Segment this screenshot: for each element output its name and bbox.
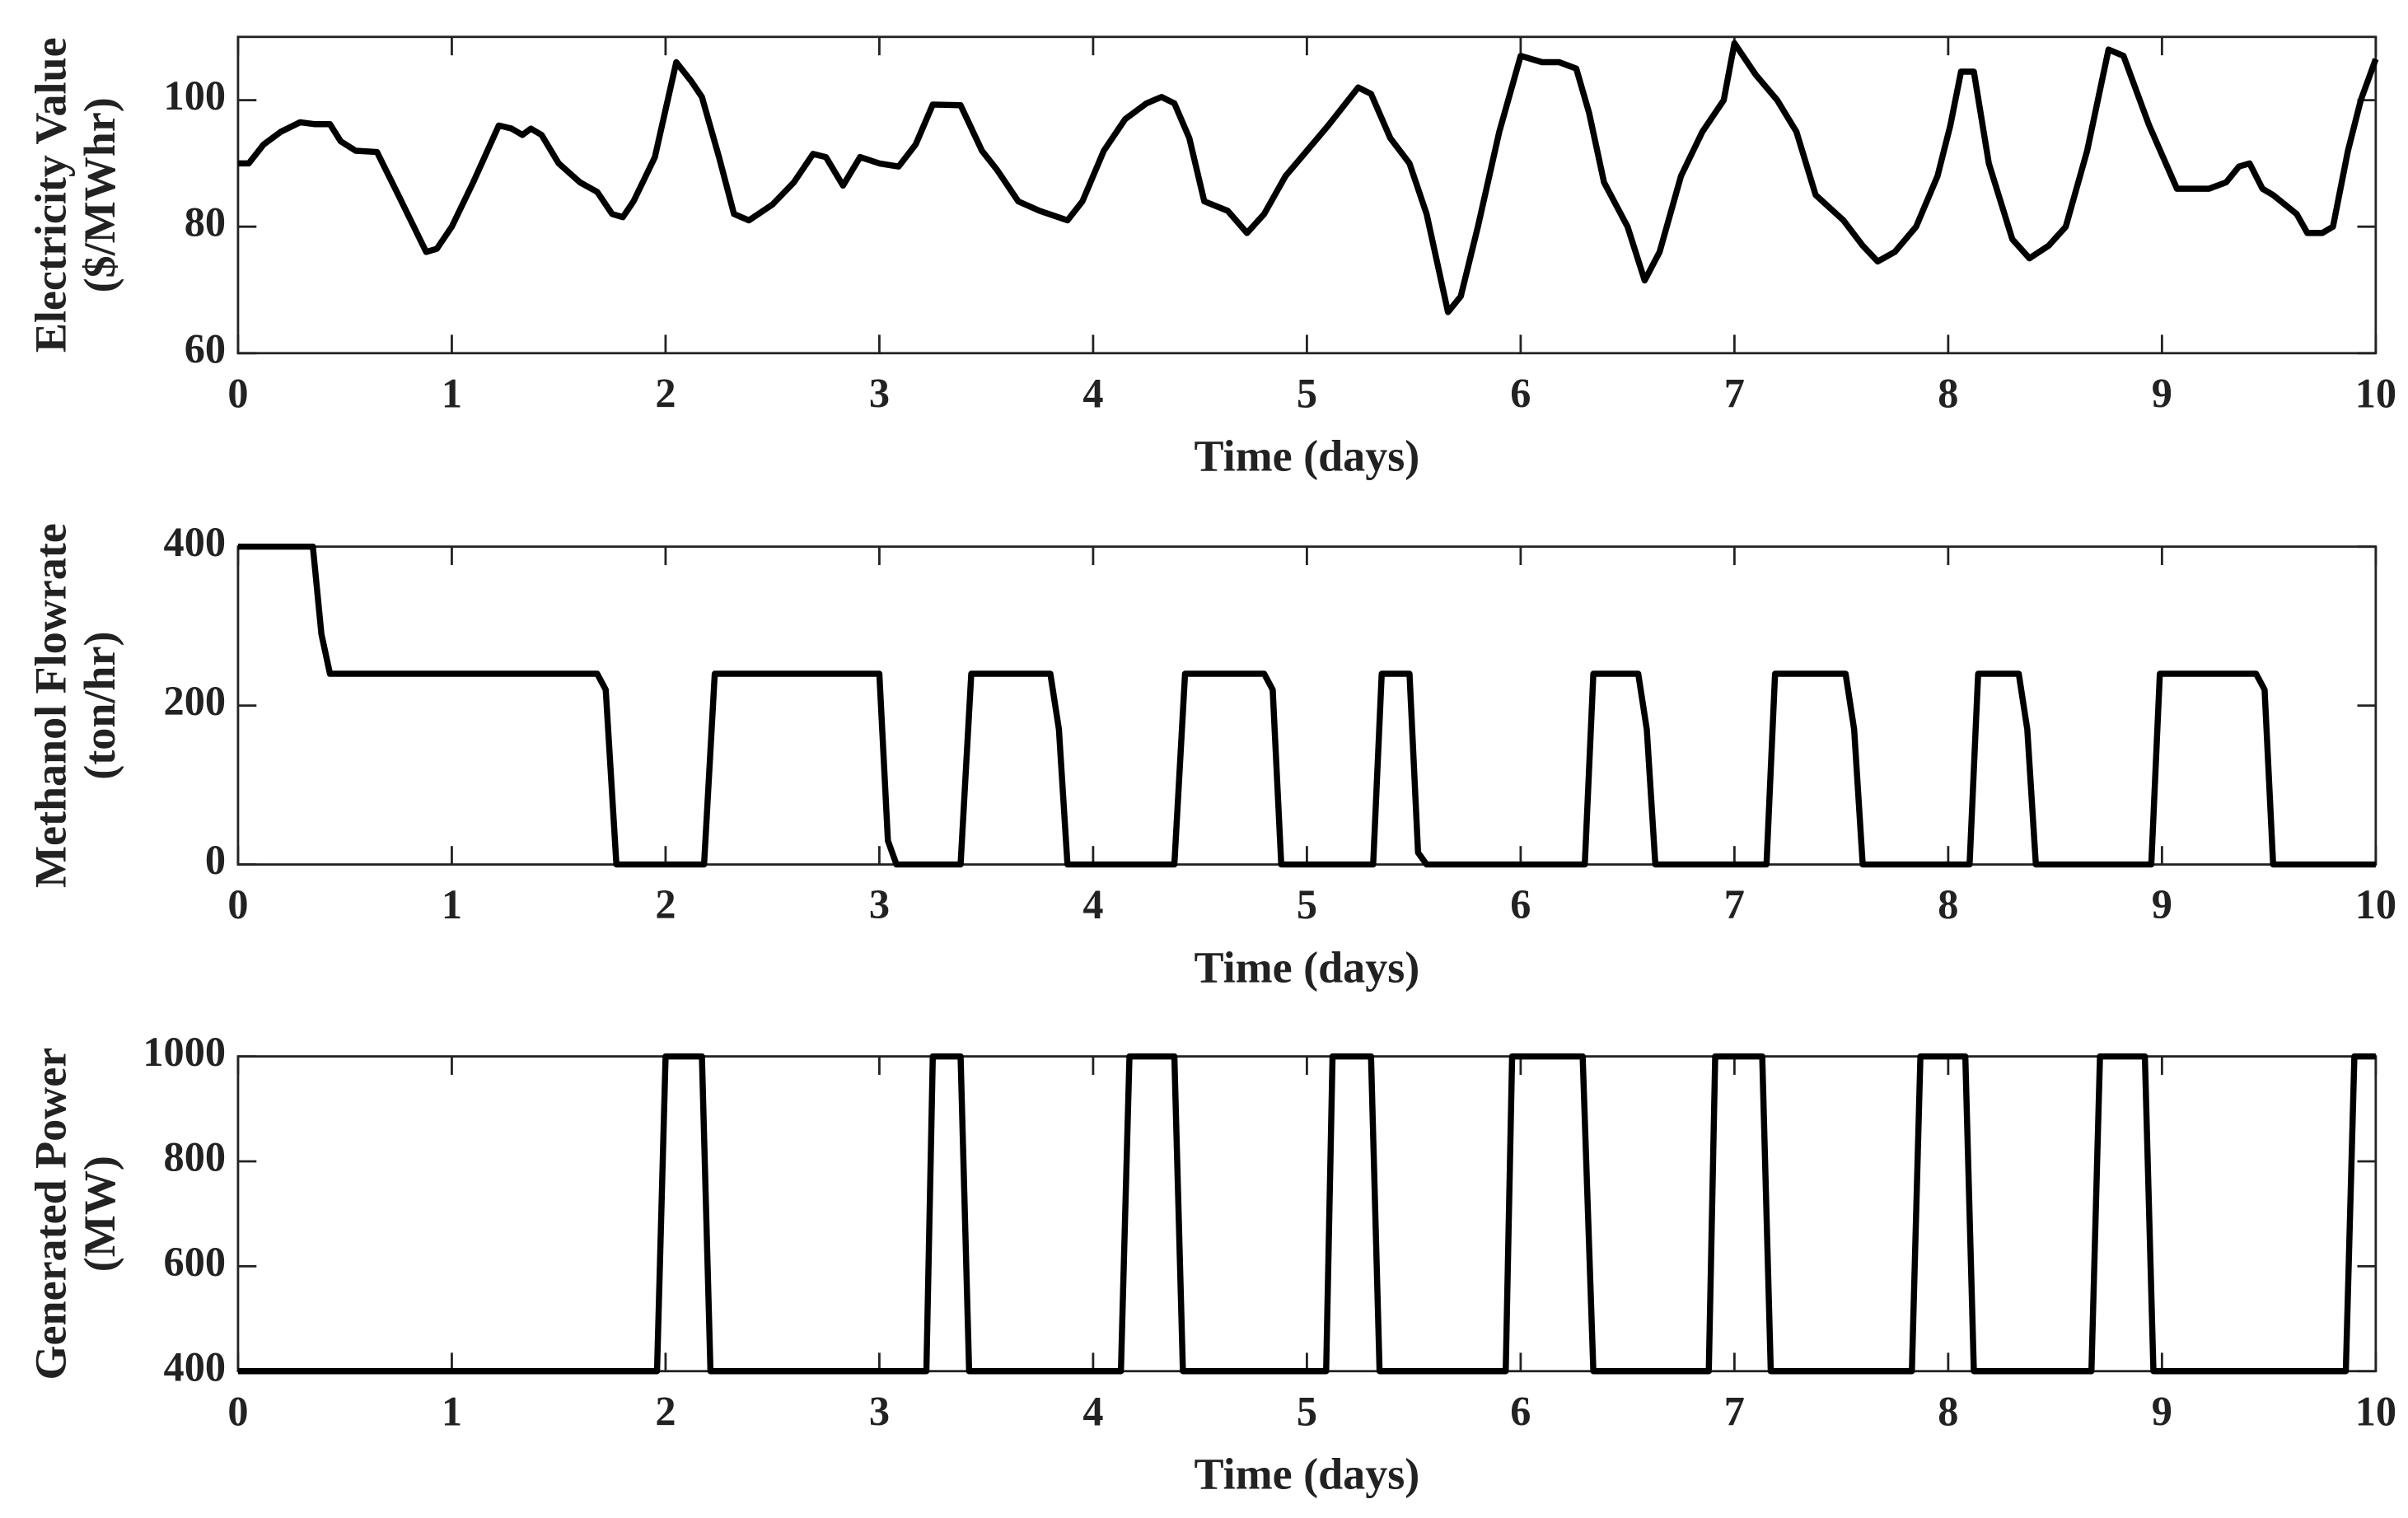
y-tick-label: 600 bbox=[164, 1239, 227, 1285]
x-axis-label: Time (days) bbox=[1195, 942, 1420, 992]
x-tick-label: 8 bbox=[1938, 881, 1958, 927]
x-tick-label: 2 bbox=[655, 370, 676, 416]
y-axis-label-line: Methanol Flowrate bbox=[26, 523, 76, 888]
x-tick-label: 3 bbox=[869, 1388, 890, 1434]
axes-box bbox=[236, 35, 2378, 355]
x-tick-label: 4 bbox=[1082, 881, 1103, 927]
x-tick-label: 0 bbox=[227, 881, 248, 927]
axes-box bbox=[236, 545, 2378, 866]
y-tick-label: 1000 bbox=[143, 1029, 226, 1075]
x-tick-label: 4 bbox=[1082, 1388, 1103, 1434]
y-axis-label: Methanol Flowrate (ton/hr) bbox=[26, 523, 125, 888]
x-tick-label: 9 bbox=[2152, 1388, 2172, 1434]
x-tick-label: 1 bbox=[442, 370, 462, 416]
y-axis-label-line: Generated Power bbox=[26, 1048, 76, 1380]
x-tick-label: 3 bbox=[869, 370, 890, 416]
y-tick-label: 0 bbox=[205, 837, 226, 883]
x-tick-label: 4 bbox=[1082, 370, 1103, 416]
axes-box bbox=[236, 1055, 2378, 1373]
y-tick-label: 100 bbox=[164, 72, 227, 119]
x-tick-label: 8 bbox=[1938, 370, 1958, 416]
x-tick-label: 9 bbox=[2152, 881, 2172, 927]
x-tick-label: 6 bbox=[1510, 881, 1531, 927]
y-axis-label: Generated Power (MW) bbox=[26, 1048, 125, 1380]
x-tick-label: 6 bbox=[1510, 370, 1531, 416]
data-line bbox=[237, 40, 2379, 315]
x-tick-label: 9 bbox=[2152, 370, 2172, 416]
x-tick-label: 7 bbox=[1724, 881, 1745, 927]
y-axis-label-line: Electricity Value bbox=[26, 37, 76, 353]
x-tick-label: 7 bbox=[1724, 1388, 1745, 1434]
x-tick-label: 0 bbox=[227, 1388, 248, 1434]
x-tick-label: 0 bbox=[227, 370, 248, 416]
y-tick-label: 400 bbox=[164, 519, 227, 565]
data-line bbox=[237, 543, 2376, 868]
x-tick-label: 10 bbox=[2355, 881, 2396, 927]
x-tick-label: 7 bbox=[1724, 370, 1745, 416]
y-tick-label: 80 bbox=[185, 199, 226, 245]
y-tick-label: 60 bbox=[185, 325, 226, 371]
data-line bbox=[237, 1053, 2376, 1375]
y-axis-label: Electricity Value ($/MWhr) bbox=[26, 37, 125, 353]
y-axis-label-line: ($/MWhr) bbox=[75, 97, 124, 292]
x-tick-label: 2 bbox=[655, 881, 676, 927]
y-tick-label: 800 bbox=[164, 1134, 227, 1180]
y-axis-label-line: (MW) bbox=[75, 1156, 124, 1272]
x-tick-label: 2 bbox=[655, 1388, 676, 1434]
x-tick-label: 5 bbox=[1297, 1388, 1317, 1434]
x-tick-label: 1 bbox=[442, 881, 462, 927]
x-axis-label: Time (days) bbox=[1195, 1450, 1420, 1499]
x-tick-label: 5 bbox=[1297, 881, 1317, 927]
x-axis-label: Time (days) bbox=[1195, 432, 1420, 481]
y-axis-label-line: (ton/hr) bbox=[75, 632, 124, 780]
x-tick-label: 10 bbox=[2355, 370, 2396, 416]
x-tick-label: 1 bbox=[442, 1388, 462, 1434]
x-tick-label: 8 bbox=[1938, 1388, 1958, 1434]
x-tick-label: 5 bbox=[1297, 370, 1317, 416]
y-tick-label: 400 bbox=[164, 1343, 227, 1390]
x-tick-label: 3 bbox=[869, 881, 890, 927]
x-tick-label: 10 bbox=[2355, 1388, 2396, 1434]
x-tick-label: 6 bbox=[1510, 1388, 1531, 1434]
y-tick-label: 200 bbox=[164, 678, 227, 724]
